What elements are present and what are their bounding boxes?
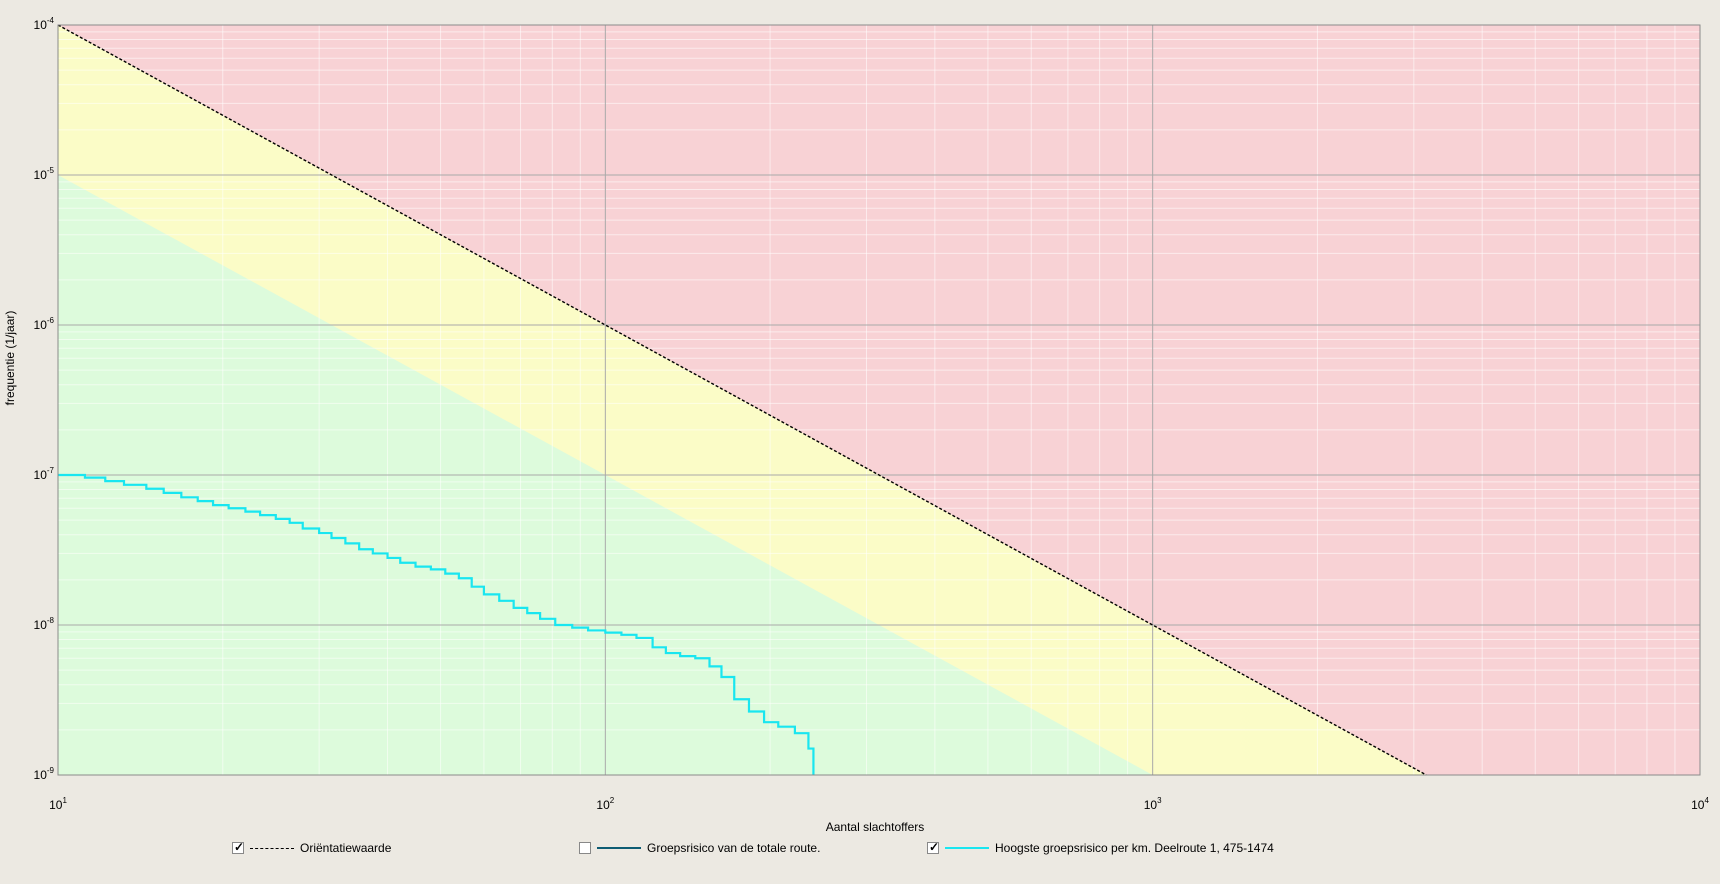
y-tick-label: 10-5 [34, 166, 55, 182]
y-tick-label: 10-6 [34, 316, 55, 332]
legend-label-totale-route: Groepsrisico van de totale route. [647, 841, 821, 855]
legend-swatch-cyan [945, 847, 989, 849]
legend-item-hoogste-groepsrisico[interactable]: Hoogste groepsrisico per km. Deelroute 1… [927, 838, 1274, 858]
y-tick-label: 10-8 [34, 616, 55, 632]
legend-item-orientatiewaarde[interactable]: Oriëntatiewaarde [232, 838, 391, 858]
plot-frame [57, 24, 1701, 776]
legend-checkbox-orientatiewaarde[interactable] [232, 840, 244, 854]
tick-labels: 101 102 103 104 10-4 10-5 10-6 10-7 10-8 10-9 [34, 16, 1710, 812]
y-tick-label: 10-4 [34, 16, 55, 32]
legend-swatch-dark-teal [597, 847, 641, 849]
x-tick-label: 101 [49, 796, 67, 812]
legend-item-totale-route[interactable]: Groepsrisico van de totale route. [579, 838, 820, 858]
y-tick-label: 10-7 [34, 466, 55, 482]
legend-label-orientatiewaarde: Oriëntatiewaarde [300, 841, 392, 855]
y-axis-label: frequentie (1/jaar) [3, 311, 17, 406]
x-tick-label: 104 [1691, 796, 1709, 812]
legend-checkbox-totale-route[interactable] [579, 842, 591, 854]
legend-label-hoogste-groepsrisico: Hoogste groepsrisico per km. Deelroute 1… [995, 841, 1274, 855]
x-tick-label: 102 [596, 796, 614, 812]
legend-swatch-dashed [250, 847, 294, 849]
series-orientatiewaarde-line [57, 24, 1427, 776]
series-layer [57, 24, 1427, 776]
legend-checkbox-hoogste-groepsrisico[interactable] [927, 840, 939, 854]
y-tick-label: 10-9 [34, 766, 55, 782]
x-axis-label: Aantal slachtoffers [826, 820, 925, 834]
grid [57, 24, 1701, 776]
x-tick-label: 103 [1144, 796, 1162, 812]
plot-area [58, 25, 1700, 775]
